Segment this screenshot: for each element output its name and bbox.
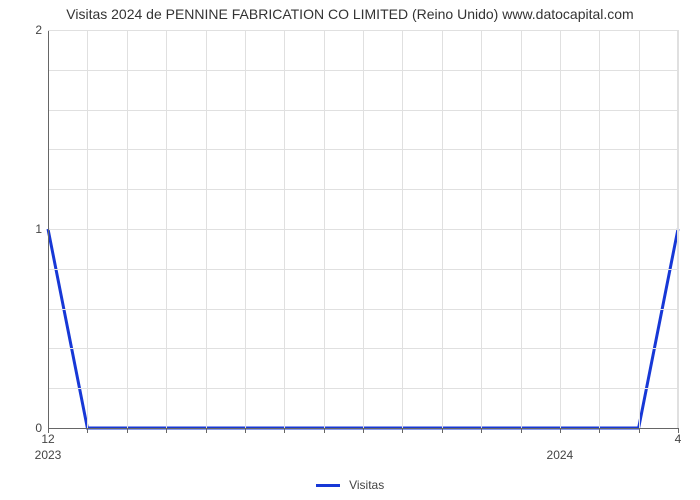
visits-chart: Visitas 2024 de PENNINE FABRICATION CO L… [0, 0, 700, 500]
x-group-label: 2023 [35, 448, 62, 462]
plot-area: 01212420232024 [48, 30, 678, 428]
chart-legend: Visitas [0, 478, 700, 492]
x-tick-label: 4 [675, 432, 682, 446]
x-group-label: 2024 [547, 448, 574, 462]
y-tick-label: 2 [35, 23, 42, 37]
legend-swatch [316, 484, 340, 487]
x-tick-label: 12 [41, 432, 54, 446]
chart-title: Visitas 2024 de PENNINE FABRICATION CO L… [0, 6, 700, 22]
y-tick-label: 1 [35, 222, 42, 236]
legend-label: Visitas [349, 478, 384, 492]
